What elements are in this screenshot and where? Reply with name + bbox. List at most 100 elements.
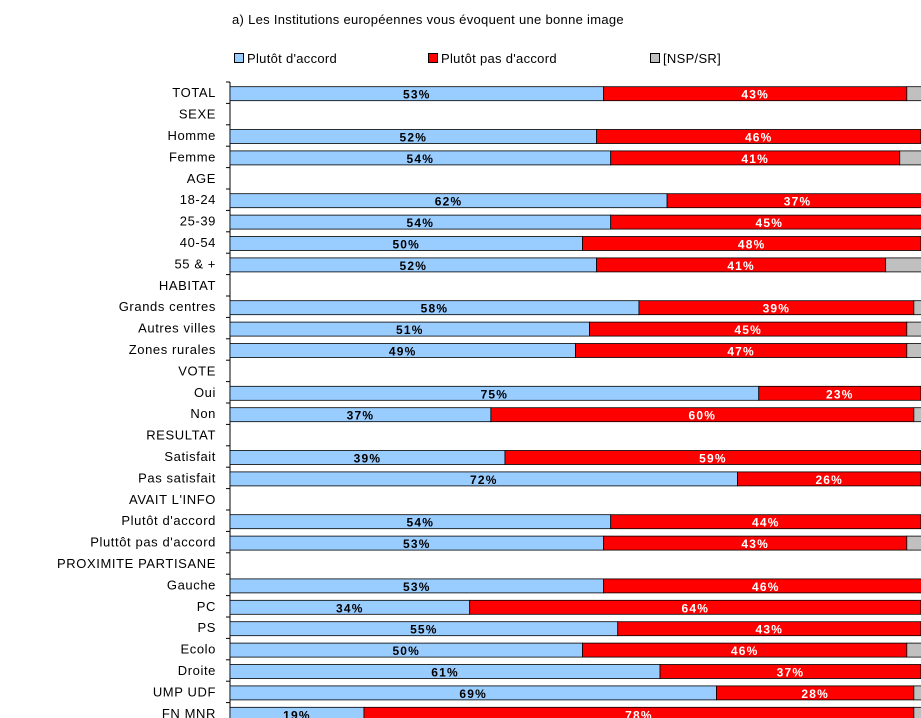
bar-segment — [906, 321, 921, 337]
row-label: HABITAT — [159, 278, 216, 293]
row-label: 40-54 — [180, 235, 216, 250]
legend-item-plutot-pas-d-accord: Plutôt pas d'accord — [428, 51, 557, 66]
bar-segment — [666, 193, 921, 209]
data-label: 43% — [756, 623, 784, 637]
legend-item-nsp-sr: [NSP/SR] — [650, 51, 721, 66]
row-label: Droite — [178, 663, 216, 678]
row-label: VOTE — [178, 363, 216, 378]
data-label: 60% — [689, 409, 717, 423]
data-label: 75% — [481, 387, 509, 401]
row-label: Grands centres — [119, 299, 216, 314]
row-label: 18-24 — [180, 192, 216, 207]
data-label: 61% — [431, 666, 459, 680]
data-label: 45% — [734, 323, 762, 337]
data-label: 44% — [752, 516, 780, 530]
row-label: Ecolo — [180, 642, 216, 657]
data-label: 50% — [392, 238, 420, 252]
bar-segment — [913, 300, 921, 316]
data-label: 46% — [745, 131, 773, 145]
data-label: 58% — [421, 302, 449, 316]
data-label: 46% — [752, 580, 780, 594]
bar-segment — [885, 257, 921, 273]
legend-label: [NSP/SR] — [663, 51, 722, 66]
legend-swatch-grey — [650, 53, 660, 63]
bar-segment — [899, 150, 921, 166]
bar-segment — [610, 214, 921, 230]
data-label: 50% — [392, 644, 420, 658]
bar-segment — [906, 343, 921, 358]
data-label: 34% — [336, 601, 364, 615]
data-label: 43% — [741, 537, 769, 551]
data-label: 28% — [801, 687, 829, 701]
row-label: PROXIMITE PARTISANE — [57, 556, 216, 571]
legend-swatch-blue — [234, 53, 244, 63]
row-label: Non — [190, 406, 216, 421]
row-label: Oui — [194, 385, 216, 400]
row-label: TOTAL — [172, 85, 216, 100]
data-label: 41% — [727, 259, 755, 273]
row-label: UMP UDF — [153, 684, 216, 699]
data-label: 37% — [347, 409, 375, 423]
data-label: 54% — [407, 516, 435, 530]
legend-item-plutot-d-accord: Plutôt d'accord — [234, 51, 337, 66]
data-label: 39% — [763, 302, 791, 316]
data-label: 69% — [459, 687, 487, 701]
row-label: 25-39 — [180, 214, 216, 229]
data-label: 51% — [396, 323, 424, 337]
data-label: 23% — [826, 387, 854, 401]
data-label: 53% — [403, 580, 431, 594]
legend-swatch-red — [428, 53, 438, 63]
data-label: 47% — [727, 345, 755, 359]
row-label: Pas satisfait — [138, 470, 216, 485]
bar-segment — [913, 407, 921, 423]
data-label: 48% — [738, 238, 766, 252]
data-label: 54% — [407, 216, 435, 230]
data-label: 52% — [399, 259, 427, 273]
row-label: Pluttôt pas d'accord — [90, 535, 216, 550]
data-label: 41% — [741, 152, 769, 166]
data-label: 53% — [403, 88, 431, 102]
row-label: Plutôt d'accord — [121, 513, 216, 528]
data-label: 39% — [354, 452, 382, 466]
data-label: 55% — [410, 623, 438, 637]
legend-label: Plutôt d'accord — [247, 51, 338, 66]
data-label: 72% — [470, 473, 498, 487]
data-label: 19% — [283, 708, 311, 718]
data-label: 46% — [731, 644, 759, 658]
row-label: Femme — [169, 149, 216, 164]
data-label: 53% — [403, 537, 431, 551]
bar-segment — [906, 535, 921, 551]
data-label: 52% — [399, 131, 427, 145]
data-label: 26% — [815, 473, 843, 487]
row-label: Zones rurales — [129, 342, 216, 357]
row-label: RESULTAT — [146, 428, 216, 443]
row-label: 55 & + — [174, 256, 216, 271]
data-label: 43% — [741, 88, 769, 102]
row-label: AVAIT L'INFO — [129, 492, 216, 507]
data-label: 64% — [681, 601, 709, 615]
row-label: FN MNR — [162, 706, 216, 718]
legend-label: Plutôt pas d'accord — [441, 51, 557, 66]
bar-segment — [906, 86, 921, 102]
data-label: 49% — [389, 345, 417, 359]
chart-title: a) Les Institutions européennes vous évo… — [232, 12, 624, 27]
data-label: 37% — [784, 195, 812, 209]
row-label: PC — [197, 599, 216, 614]
row-label: PS — [197, 620, 216, 635]
bar-segment — [906, 642, 921, 658]
bar-segment — [913, 706, 921, 718]
row-label: Autres villes — [138, 321, 216, 336]
row-label: Satisfait — [164, 449, 216, 464]
data-label: 45% — [756, 216, 784, 230]
row-label: Homme — [167, 128, 216, 143]
data-label: 59% — [699, 452, 727, 466]
bar-segment — [603, 578, 921, 594]
row-label: SEXE — [179, 107, 216, 122]
data-label: 62% — [435, 195, 463, 209]
bar-segment — [913, 685, 921, 701]
data-label: 54% — [407, 152, 435, 166]
data-label: 78% — [625, 708, 653, 718]
data-label: 37% — [777, 666, 805, 680]
row-label: AGE — [187, 171, 216, 186]
